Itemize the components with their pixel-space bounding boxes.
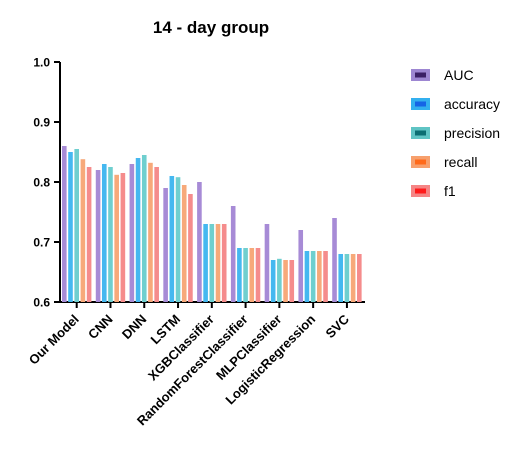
legend-label-f1: f1 <box>444 183 456 199</box>
bar-auc-2 <box>129 164 135 302</box>
bar-recall-0 <box>80 159 86 302</box>
bar-f1-2 <box>154 167 159 302</box>
bar-recall-1 <box>114 174 119 302</box>
legend: AUC accuracy precision recall f1 <box>411 67 500 199</box>
chart-title: 14 - day group <box>153 18 269 37</box>
bar-precision-8 <box>344 254 350 302</box>
x-category-label-0: Our Model <box>26 312 82 368</box>
bar-f1-8 <box>357 254 362 302</box>
y-tick-label-4: 1.0 <box>33 56 50 70</box>
bar-recall-7 <box>317 251 322 302</box>
bar-precision-2 <box>141 155 147 302</box>
bar-recall-6 <box>283 260 288 302</box>
x-category-label-2: DNN <box>119 312 150 343</box>
y-tick-label-2: 0.8 <box>33 176 50 190</box>
legend-label-auc: AUC <box>444 67 474 83</box>
bar-accuracy-2 <box>135 158 141 302</box>
y-tick-label-3: 0.9 <box>33 116 50 130</box>
bar-accuracy-3 <box>169 176 175 302</box>
bar-precision-5 <box>243 248 248 302</box>
legend-swatch-inner-precision <box>415 130 426 136</box>
bar-recall-2 <box>148 162 153 302</box>
bar-recall-3 <box>181 185 187 302</box>
bar-precision-1 <box>108 167 113 302</box>
bar-f1-7 <box>323 251 328 302</box>
bar-auc-4 <box>197 182 202 302</box>
bar-accuracy-5 <box>237 248 242 302</box>
bar-f1-3 <box>188 194 193 302</box>
bar-recall-5 <box>249 248 255 302</box>
y-tick-label-0: 0.6 <box>33 296 50 310</box>
bar-recall-4 <box>215 224 221 302</box>
x-category-label-1: CNN <box>85 312 116 343</box>
legend-swatch-inner-accuracy <box>415 101 426 107</box>
bar-f1-6 <box>289 260 295 302</box>
bar-precision-7 <box>310 251 316 302</box>
bar-accuracy-0 <box>68 152 73 302</box>
bar-auc-1 <box>95 170 101 302</box>
bar-auc-3 <box>163 188 168 302</box>
bar-accuracy-8 <box>338 254 344 302</box>
bar-accuracy-6 <box>270 260 276 302</box>
bar-f1-0 <box>86 167 92 302</box>
bar-auc-7 <box>298 230 304 302</box>
bar-f1-5 <box>255 248 261 302</box>
bar-precision-3 <box>175 177 181 302</box>
bar-accuracy-7 <box>304 251 310 302</box>
legend-label-recall: recall <box>444 154 477 170</box>
bar-precision-4 <box>209 224 215 302</box>
legend-swatch-inner-auc <box>415 72 426 78</box>
bar-accuracy-1 <box>101 164 107 302</box>
bar-auc-0 <box>62 146 67 302</box>
y-tick-label-1: 0.7 <box>33 236 50 250</box>
bar-accuracy-4 <box>203 224 208 302</box>
x-category-label-8: SVC <box>323 311 353 341</box>
bar-precision-0 <box>74 149 79 302</box>
bar-auc-8 <box>332 218 337 302</box>
bars-group <box>62 146 362 302</box>
bar-f1-4 <box>221 224 227 302</box>
bar-precision-6 <box>277 258 282 302</box>
legend-label-accuracy: accuracy <box>444 96 500 112</box>
bar-auc-6 <box>264 224 270 302</box>
legend-swatch-inner-recall <box>415 159 426 165</box>
legend-label-precision: precision <box>444 125 500 141</box>
bar-recall-8 <box>350 254 356 302</box>
bar-f1-1 <box>120 173 126 302</box>
legend-swatch-inner-f1 <box>415 188 426 194</box>
bar-auc-5 <box>230 206 236 302</box>
